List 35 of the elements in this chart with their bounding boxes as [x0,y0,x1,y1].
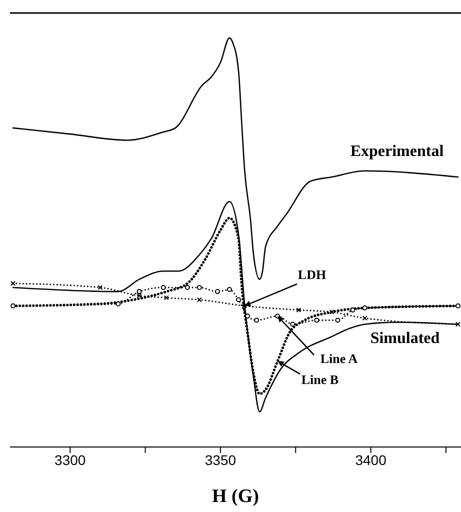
point [362,316,368,321]
point [314,318,320,323]
point [290,322,296,327]
x-tick-label: 3400 [355,452,387,468]
point [136,289,142,294]
point [160,284,166,290]
x-tick-label: 3350 [204,452,236,468]
series-label: Experimental [350,143,444,160]
point [335,318,340,323]
point [242,303,248,308]
point [196,284,202,290]
series-label: Simulated [370,330,440,347]
x-axis-title: H (G) [212,486,259,507]
point [236,297,242,302]
point [226,287,232,292]
point [245,314,250,319]
point [136,293,142,298]
point [296,307,302,312]
point [116,301,121,306]
point [196,297,202,302]
point [98,284,103,290]
point [254,318,260,323]
x-tick-label: 3300 [54,452,86,468]
legend-label: Line B [301,372,339,387]
point [455,303,460,308]
point [329,310,334,315]
text: LDH [298,267,326,282]
text: Line A [320,351,358,366]
point [184,284,190,290]
point [362,305,368,310]
point [10,303,16,308]
point [214,289,220,294]
point [10,280,16,286]
point [164,295,169,300]
point [350,307,356,312]
